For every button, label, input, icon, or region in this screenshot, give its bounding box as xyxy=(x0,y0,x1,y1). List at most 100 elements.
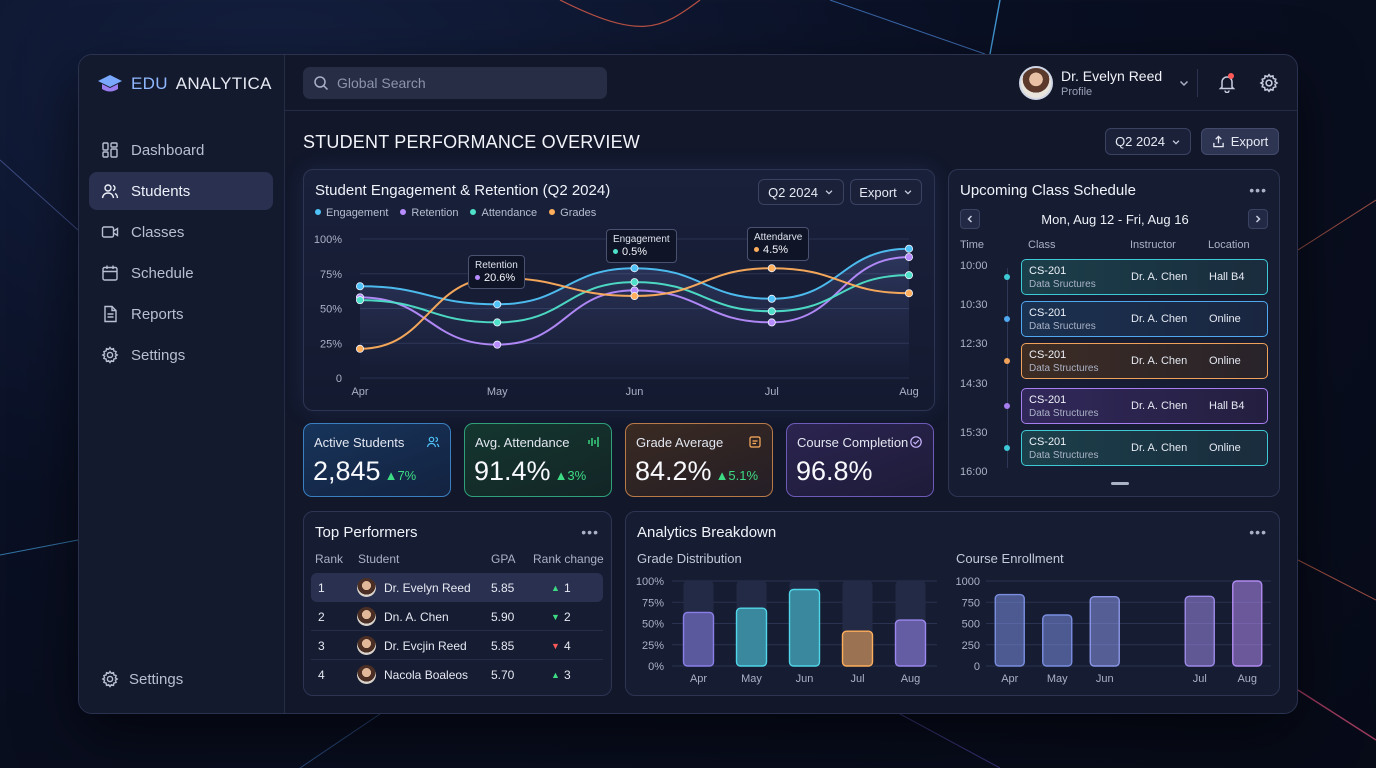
page-title: STUDENT PERFORMANCE OVERVIEW xyxy=(303,132,640,152)
y-tick-label: 500 xyxy=(962,619,980,631)
table-row[interactable]: 2 Dn. A. Chen 5.90 ▼ 2 xyxy=(311,602,603,631)
schedule-header-time: Time xyxy=(960,239,985,251)
kpi-avg-attendance[interactable]: Avg. Attendance 91.4% ▲3% xyxy=(464,423,612,497)
rank-cell: 3 xyxy=(318,639,325,653)
y-tick-label: 750 xyxy=(962,597,980,609)
kpi-grade-average[interactable]: Grade Average 84.2% ▲5.1% xyxy=(625,423,773,497)
engagement-chart-title: Student Engagement & Retention (Q2 2024) xyxy=(315,182,611,199)
class-location: Online xyxy=(1209,313,1241,325)
schedule-header-class: Class xyxy=(1028,239,1056,251)
kpi-active-students[interactable]: Active Students 2,845 ▲7% xyxy=(303,423,451,497)
x-tick-label: Jun xyxy=(626,386,644,398)
dashboard-icon xyxy=(102,142,118,158)
chevron-down-icon[interactable] xyxy=(1178,77,1190,89)
time-slot: 12:30 xyxy=(960,338,988,350)
data-point xyxy=(905,289,914,298)
upload-icon xyxy=(1212,135,1224,148)
user-profile-menu[interactable]: Dr. Evelyn Reed Profile xyxy=(1019,66,1190,100)
chart-period-select[interactable]: Q2 2024 xyxy=(758,179,844,205)
sidebar-bottom-label: Settings xyxy=(129,670,184,688)
pagination-indicator[interactable] xyxy=(1111,482,1129,485)
sidebar-item-label: Dashboard xyxy=(131,141,205,159)
class-schedule-card: Upcoming Class Schedule ••• Mon, Aug 12 … xyxy=(948,169,1280,497)
kpi-delta: ▲3% xyxy=(554,468,587,483)
bell-icon[interactable] xyxy=(1217,73,1237,93)
table-header-gpa: GPA xyxy=(491,552,516,566)
more-options-icon[interactable]: ••• xyxy=(1249,524,1267,540)
data-point xyxy=(356,344,365,353)
data-point xyxy=(767,318,776,327)
more-options-icon[interactable]: ••• xyxy=(581,524,599,540)
schedule-next-button[interactable] xyxy=(1248,209,1268,229)
schedule-row[interactable]: CS-201 Data Structures Dr. A. Chen Onlin… xyxy=(1021,343,1268,379)
sidebar-item-settings[interactable]: Settings xyxy=(89,336,273,374)
analytics-bar-charts: 0% 25% 50% 75% 100% Apr May Jun Jul Aug 0 250 500 750… xyxy=(636,576,1271,685)
x-tick-label: Aug xyxy=(901,673,921,685)
legend-item[interactable]: Retention xyxy=(400,207,458,219)
chevron-down-icon xyxy=(825,190,833,195)
class-instructor: Dr. A. Chen xyxy=(1131,271,1188,283)
more-options-icon[interactable]: ••• xyxy=(1249,182,1267,198)
y-tick-label: 0 xyxy=(974,661,980,673)
gear-icon[interactable] xyxy=(1259,73,1279,93)
legend-item[interactable]: Attendance xyxy=(470,207,537,219)
arrow-down-icon: ▼ xyxy=(551,641,560,651)
tooltip-value: 20.6% xyxy=(484,272,516,284)
classes-icon xyxy=(101,226,119,238)
class-instructor: Dr. A. Chen xyxy=(1131,442,1188,454)
avatar[interactable] xyxy=(1019,66,1053,100)
bar xyxy=(994,593,1025,667)
data-point xyxy=(767,307,776,316)
sidebar-item-label: Reports xyxy=(131,305,184,323)
period-select[interactable]: Q2 2024 xyxy=(1105,128,1191,155)
schedule-row[interactable]: CS-201 Data Structures Dr. A. Chen Onlin… xyxy=(1021,430,1268,466)
student-cell: Dr. Evelyn Reed xyxy=(384,581,471,595)
x-tick-label: Aug xyxy=(1237,673,1257,685)
schedule-row[interactable]: CS-201 Data Sructures Dr. A. Chen Online xyxy=(1021,301,1268,337)
y-tick-label: 25% xyxy=(320,338,342,350)
tooltip-title: Retention xyxy=(475,260,518,271)
top-header: Dr. Evelyn Reed Profile xyxy=(285,55,1297,111)
table-row[interactable]: 4 Nacola Boaleos 5.70 ▲ 3 xyxy=(311,660,603,689)
schedule-row[interactable]: CS-201 Data Structures Dr. A. Chen Hall … xyxy=(1021,388,1268,424)
kpi-delta: ▲5.1% xyxy=(715,468,759,483)
kpi-value: 84.2% xyxy=(635,456,712,486)
global-search[interactable] xyxy=(303,67,607,99)
rank-cell: 2 xyxy=(318,610,325,624)
class-instructor: Dr. A. Chen xyxy=(1131,400,1188,412)
y-tick-label: 0% xyxy=(648,661,664,673)
sidebar-item-students[interactable]: Students xyxy=(89,172,273,210)
legend-label: Retention xyxy=(411,207,459,219)
sidebar-item-schedule[interactable]: Schedule xyxy=(89,254,273,292)
sidebar-nav: Dashboard Students Classes Schedule Repo… xyxy=(89,131,273,377)
table-header-rank-change: Rank change xyxy=(533,552,604,566)
export-button[interactable]: Export xyxy=(1201,128,1279,155)
gpa-cell: 5.70 xyxy=(491,668,515,682)
search-input[interactable] xyxy=(337,75,587,91)
sidebar-settings-bottom[interactable]: Settings xyxy=(101,670,183,688)
kpi-course-completion[interactable]: Course Completion 96.8% xyxy=(786,423,934,497)
kpi-value: 2,845 xyxy=(313,456,381,486)
chart-export-select[interactable]: Export xyxy=(850,179,922,205)
x-tick-label: May xyxy=(1047,673,1068,685)
time-slot: 10:00 xyxy=(960,260,988,272)
legend-item[interactable]: Engagement xyxy=(315,207,388,219)
table-row[interactable]: 1 Dr. Evelyn Reed 5.85 ▲ 1 xyxy=(311,573,603,602)
sidebar-item-classes[interactable]: Classes xyxy=(89,213,273,251)
sidebar-item-dashboard[interactable]: Dashboard xyxy=(89,131,273,169)
brand[interactable]: EDU ANALYTICA xyxy=(97,73,272,95)
y-tick-label: 50% xyxy=(320,304,342,316)
sidebar-item-reports[interactable]: Reports xyxy=(89,295,273,333)
legend-item[interactable]: Grades xyxy=(549,207,596,219)
chart-legend: Engagement Retention Attendance Grades xyxy=(315,207,596,219)
y-tick-label: 1000 xyxy=(956,576,980,588)
schedule-prev-button[interactable] xyxy=(960,209,980,229)
schedule-row[interactable]: CS-201 Data Sructures Dr. A. Chen Hall B… xyxy=(1021,259,1268,295)
tooltip-value: 4.5% xyxy=(763,244,789,256)
x-tick-label: Apr xyxy=(351,386,368,398)
sidebar-item-label: Classes xyxy=(131,223,185,241)
avatar xyxy=(357,665,376,684)
chevron-down-icon xyxy=(1172,139,1180,145)
table-row[interactable]: 3 Dr. Evcjin Reed 5.85 ▼ 4 xyxy=(311,631,603,660)
bar xyxy=(1184,595,1215,667)
